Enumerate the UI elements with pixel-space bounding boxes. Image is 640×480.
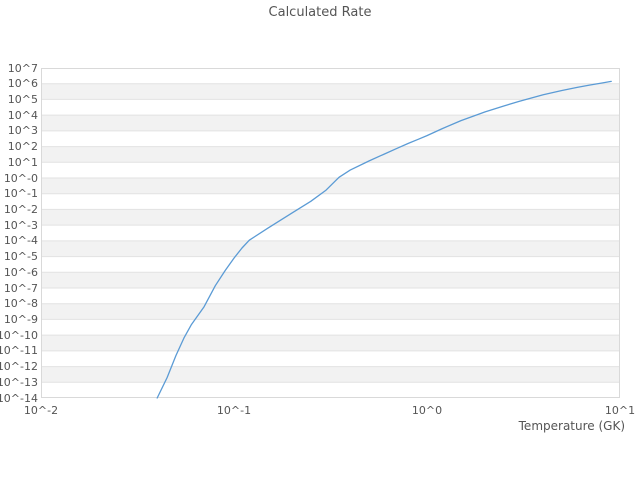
grid-band: [41, 115, 620, 131]
y-tick-label: 10^-12: [0, 360, 38, 374]
y-tick-label: 10^-5: [3, 250, 38, 264]
chart-title: Calculated Rate: [268, 5, 372, 20]
x-tick-label: 10^-2: [23, 404, 59, 417]
y-tick-label: 10^-14: [0, 391, 38, 405]
y-tick-label: 10^-2: [3, 202, 38, 216]
x-tick-label: 10^1: [604, 404, 636, 417]
grid-bands: [41, 83, 620, 383]
grid-band: [41, 303, 620, 320]
y-tick-label: 10^7: [7, 61, 38, 75]
y-tick-label: 10^-13: [0, 375, 38, 389]
grid-band: [41, 366, 620, 383]
plot-border: [41, 68, 620, 398]
y-tick-label: 10^-9: [3, 312, 38, 326]
y-tick-label: 10^-1: [3, 187, 38, 201]
y-tick-label: 10^3: [7, 124, 38, 138]
y-tick-label: 10^-4: [3, 234, 38, 248]
y-tick-label: 10^-3: [3, 218, 38, 232]
y-tick-label: 10^6: [7, 77, 38, 91]
y-tick-label: 10^-11: [0, 344, 38, 358]
y-tick-label: 10^-8: [3, 297, 38, 311]
y-tick-label: 10^2: [7, 140, 38, 154]
x-tick-label: 10^-1: [216, 404, 252, 417]
x-tick-label: 10^0: [411, 404, 443, 417]
grid-band: [41, 240, 620, 257]
gridlines: [41, 83, 620, 383]
grid-band: [41, 146, 620, 163]
y-tick-label: 10^1: [7, 155, 38, 169]
y-tick-label: 10^4: [7, 108, 38, 122]
grid-band: [41, 83, 620, 100]
grid-band: [41, 209, 620, 226]
y-tick-label: 10^5: [7, 92, 38, 106]
grid-band: [41, 335, 620, 351]
y-tick-label: 10^-6: [3, 265, 38, 279]
y-tick-label: 10^-10: [0, 328, 38, 342]
grid-band: [41, 272, 620, 288]
y-tick-label: 10^-0: [3, 171, 38, 185]
x-axis-title: Temperature (GK): [518, 419, 625, 433]
rate-curve-line: [156, 80, 612, 399]
y-tick-label: 10^-7: [3, 281, 38, 295]
